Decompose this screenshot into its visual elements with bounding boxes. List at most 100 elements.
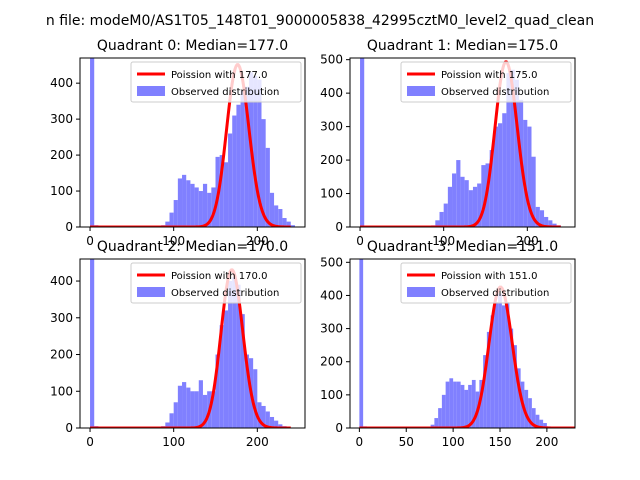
x-tick-label: 150 [489,435,512,449]
y-tick-label: 400 [50,76,73,90]
histogram-bar [456,381,461,428]
histogram-bar [182,174,187,227]
legend-swatch-observed [407,287,435,297]
histogram-bar [198,191,203,227]
histogram-bar [509,328,514,428]
legend-label-observed: Observed distribution [441,288,549,299]
histogram-bar [523,119,528,227]
subplot-quadrant-0: 0 100 200 0 100 200 300 400 Quadrant 0: Median=… [50,38,306,248]
histogram-bar [531,408,536,428]
figure-suptitle: n file: modeM0/AS1T05_148T01_9000005838_… [46,13,594,29]
histogram-bar [202,183,208,227]
histogram-bar [441,394,446,428]
histogram-bar [535,414,540,428]
histogram-bar [190,391,195,428]
y-tick-label: 0 [335,421,343,435]
legend-box [130,61,302,103]
histogram-bar [274,420,279,428]
histogram-bar [516,368,521,428]
histogram-bar [215,354,220,428]
histogram-bar [278,209,283,227]
histogram-bar [186,387,191,428]
y-tick-label: 500 [320,53,343,67]
x-tick-label: 200 [516,234,539,248]
y-tick-label: 100 [50,184,73,198]
histogram-bar [228,281,233,428]
histogram-bar [165,422,170,428]
x-tick-label: 200 [246,234,269,248]
histogram-bar [435,220,440,227]
histogram-bar [244,354,249,428]
legend-swatch-observed [137,86,165,96]
histogram-bar [269,192,275,227]
histogram-bar [90,259,95,428]
histogram-bar [274,205,279,227]
subplot-quadrant-2: 0 100 200 0 100 200 300 400 Quadrant 2: Median=… [50,239,306,449]
subplot-title-quadrant-1: Quadrant 1: Median=175.0 [367,38,558,54]
subplot-quadrant-1: 0 100 200 0 100 200 300 400 500 Quadrant 1: Medi… [320,38,576,248]
subplot-title-quadrant-2: Quadrant 2: Median=170.0 [97,239,288,255]
histogram-bar [552,223,557,227]
histogram-bar [202,394,208,428]
axes-frame [79,258,306,429]
legend: Poission with 175.0 Observed distribution [400,61,572,103]
y-tick-label: 200 [320,153,343,167]
histogram-bar [464,389,469,428]
histogram-bar [360,58,365,227]
x-tick-label: 0 [356,435,364,449]
y-tick-label: 200 [50,348,73,362]
histogram-bar [286,221,291,227]
y-tick-label: 500 [320,255,343,269]
histogram-bar [479,379,484,428]
axes-frame [349,258,576,429]
legend: Poission with 170.0 Observed distribution [130,262,302,304]
histogram-bar [240,90,245,227]
histogram-bar [223,310,229,428]
histogram-bar [253,75,258,227]
axes-frame [349,57,576,228]
subplot-title-quadrant-0: Quadrant 0: Median=177.0 [97,38,288,54]
histogram-bar [232,115,237,227]
histogram-bar [456,160,461,227]
histogram-bar [452,173,457,227]
x-tick-label: 200 [535,435,558,449]
histogram-bar [219,155,224,227]
histogram-bar [257,402,262,428]
y-tick-label: 0 [335,220,343,234]
histogram-bar [494,302,499,428]
histogram-bar [290,225,295,227]
histogram-bar [232,277,237,428]
histogram-bar [539,419,544,428]
y-tick-label: 200 [50,148,73,162]
histogram-bar [269,416,275,428]
y-tick-label: 400 [50,274,73,288]
histogram-bar [207,192,212,227]
histogram-bar [173,402,178,428]
histogram-bar [528,398,532,428]
histogram-bar [240,314,245,428]
x-tick-label: 0 [86,234,94,248]
histogram-bar [194,187,199,227]
histogram-bar [198,380,203,428]
histogram-bar [502,113,507,227]
histogram-bar [177,178,183,227]
x-tick-label: 100 [162,435,185,449]
histogram-bar [223,162,229,227]
y-tick-label: 0 [65,421,73,435]
histogram-bar [505,302,510,428]
y-tick-label: 300 [50,311,73,325]
histogram-bar [514,79,519,227]
y-tick-label: 300 [50,112,73,126]
y-tick-label: 100 [50,384,73,398]
histogram-bar [253,369,258,428]
histogram-bar [524,389,529,428]
legend-label-observed: Observed distribution [441,87,549,98]
histogram-bar [501,305,506,428]
histogram-bar [506,73,511,227]
histogram-bar [261,405,266,428]
histogram-bar [430,424,435,428]
histogram-bar [489,150,494,227]
legend-label-poisson: Poission with 151.0 [441,271,537,282]
y-tick-label: 100 [320,187,343,201]
histogram-bar [498,123,503,227]
